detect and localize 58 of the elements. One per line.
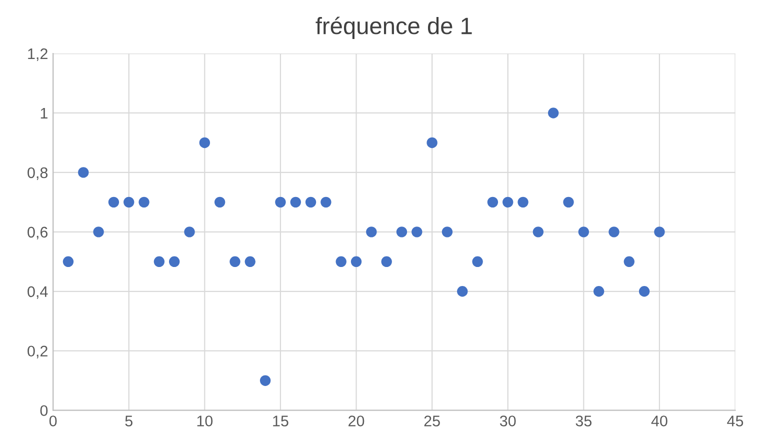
point: [532, 226, 544, 238]
x-tick-label: 15: [273, 416, 288, 426]
point: [654, 226, 665, 238]
point: [563, 196, 574, 208]
point: [638, 286, 650, 297]
y-tick-label: 0,2: [28, 346, 48, 358]
x-tick-label: 20: [348, 416, 364, 426]
y-tick-label: 0,8: [28, 167, 48, 180]
y-tick-label: 0,4: [28, 286, 48, 299]
x-tick-label: 35: [576, 416, 592, 426]
y-tick-label: 0: [40, 405, 48, 416]
point: [305, 196, 316, 208]
point: [290, 196, 301, 208]
point: [275, 196, 286, 208]
point: [381, 256, 392, 268]
point: [442, 226, 453, 238]
y-tick-label: 1: [40, 108, 48, 119]
point: [350, 256, 362, 268]
point: [93, 226, 104, 238]
point: [184, 226, 195, 238]
x-tick-label: 5: [125, 416, 132, 426]
point: [108, 196, 120, 208]
x-tick-label: 30: [500, 416, 516, 426]
point: [412, 226, 422, 238]
point: [230, 256, 240, 268]
point: [138, 196, 150, 208]
point: [608, 226, 620, 238]
point: [457, 286, 468, 297]
chart-title: fréquence de 1: [316, 16, 472, 39]
x-tick-label: 10: [197, 416, 213, 426]
point: [593, 286, 604, 297]
point: [366, 226, 377, 238]
point: [124, 196, 134, 208]
point: [487, 196, 498, 208]
y-tick-label: 1,2: [28, 48, 48, 62]
point: [214, 196, 226, 208]
x-tick-label: 25: [424, 416, 440, 426]
point: [260, 375, 271, 386]
point: [426, 137, 438, 148]
y-tick-label: 0,6: [28, 226, 48, 240]
point: [336, 256, 346, 268]
x-tick-label: 40: [651, 416, 668, 426]
point: [624, 256, 634, 268]
point: [518, 196, 528, 208]
point: [548, 108, 559, 118]
point: [154, 256, 165, 268]
point: [578, 226, 590, 238]
point: [199, 137, 210, 148]
point: [472, 256, 483, 268]
point: [244, 256, 256, 268]
point: [320, 196, 332, 208]
point: [502, 196, 514, 208]
point: [78, 167, 89, 178]
x-tick-label: 0: [49, 416, 57, 426]
point: [62, 256, 74, 268]
x-tick-label: 45: [727, 416, 744, 426]
point: [396, 226, 408, 238]
point: [168, 256, 180, 268]
